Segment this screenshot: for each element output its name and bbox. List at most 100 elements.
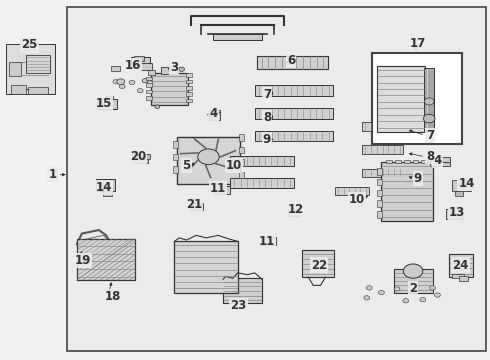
Bar [173,154,178,160]
Text: 8: 8 [426,150,434,163]
Text: 14: 14 [459,177,475,190]
Text: 2: 2 [409,283,417,296]
Text: 8: 8 [263,111,271,124]
Text: 17: 17 [410,37,426,50]
Text: 15: 15 [96,97,112,110]
Text: 11: 11 [259,235,275,248]
Circle shape [435,293,441,297]
Bar [97,179,115,191]
Bar [430,157,450,166]
Bar [213,33,262,40]
Bar [446,208,463,219]
Bar [28,87,48,94]
Bar [186,93,192,96]
Bar [77,239,135,280]
Bar [255,108,333,118]
Circle shape [394,287,400,291]
Bar [177,137,240,184]
Text: 13: 13 [449,206,465,219]
Bar [452,274,464,278]
Text: 18: 18 [104,289,121,303]
Bar [239,134,244,141]
Bar [381,162,433,221]
Bar [255,131,333,141]
Circle shape [364,296,370,300]
Bar [186,73,192,77]
Circle shape [423,114,435,123]
Circle shape [367,286,372,290]
Bar [395,159,401,163]
Circle shape [378,291,384,295]
Bar [173,166,178,173]
Bar [424,68,434,131]
Text: 7: 7 [426,129,434,142]
Text: 12: 12 [288,203,304,216]
Bar [146,83,152,87]
Text: 10: 10 [349,193,365,206]
Bar [239,159,244,166]
Bar [106,96,114,99]
Bar [257,56,328,69]
Bar [455,191,463,196]
Text: 1: 1 [49,168,57,181]
Circle shape [142,78,148,83]
Bar [362,168,403,177]
Bar [98,99,117,109]
Bar [140,154,150,158]
Bar [26,55,50,73]
Bar [103,191,112,196]
Bar [151,73,188,105]
Circle shape [119,84,125,89]
Bar [186,99,192,103]
Text: 9: 9 [263,134,271,147]
Bar [209,110,220,120]
Bar [223,278,262,303]
Bar [372,53,462,144]
Bar [134,56,144,61]
Text: 7: 7 [263,88,271,101]
Text: 23: 23 [230,299,247,312]
Text: 21: 21 [186,198,202,211]
Bar [261,237,276,245]
Bar [191,203,202,210]
Bar [376,179,382,185]
Circle shape [430,286,436,290]
Bar [376,211,382,217]
Text: 4: 4 [433,154,441,167]
Bar [376,201,382,207]
Bar [161,67,178,74]
Bar [146,90,152,93]
Circle shape [117,79,124,85]
Text: 20: 20 [130,150,146,163]
Bar [413,159,418,163]
Bar [140,63,152,70]
Bar [186,86,192,90]
Circle shape [113,80,119,84]
Text: 25: 25 [22,39,38,51]
Text: 19: 19 [75,254,92,267]
Text: 3: 3 [171,61,178,74]
Circle shape [403,264,423,278]
Bar [130,57,150,67]
Bar [230,157,294,166]
Bar [404,159,410,163]
Text: 9: 9 [414,172,422,185]
Bar [302,250,334,277]
Bar [239,172,244,178]
Bar [173,141,178,148]
Text: 4: 4 [209,107,218,120]
Bar [362,145,403,154]
Bar [460,276,468,282]
Circle shape [424,98,434,105]
Bar [67,7,486,351]
Bar [386,159,392,163]
Circle shape [420,297,426,302]
Text: 24: 24 [452,258,468,271]
Bar [9,62,21,76]
Bar [452,180,470,192]
Bar [255,85,333,96]
Bar [239,147,244,153]
Bar [288,209,298,216]
Bar [376,168,382,175]
Bar [214,186,230,194]
